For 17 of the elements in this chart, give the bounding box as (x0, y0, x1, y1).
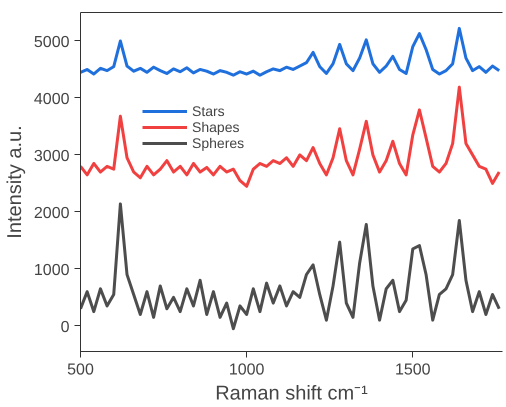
y-tick-label: 3000 (34, 148, 70, 165)
x-axis-title: Raman shift cm⁻¹ (215, 382, 368, 404)
x-tick-label: 1000 (228, 362, 265, 378)
x-tick-label: 500 (67, 362, 94, 378)
y-tick-label: 4000 (34, 90, 70, 108)
legend-label: Shapes (192, 119, 240, 135)
legend-label: Spheres (192, 135, 244, 151)
y-axis-title: Intensity a.u. (4, 125, 26, 239)
y-tick-label: 1000 (34, 262, 70, 279)
x-tick-label: 1500 (394, 362, 431, 378)
legend-label: Stars (192, 103, 225, 119)
y-tick-label: 2000 (34, 204, 70, 222)
line-series (80, 202, 501, 330)
line-series (80, 86, 501, 188)
y-tick-label: 0 (60, 318, 70, 336)
line-series (80, 26, 501, 77)
y-tick-label: 5000 (34, 34, 70, 51)
